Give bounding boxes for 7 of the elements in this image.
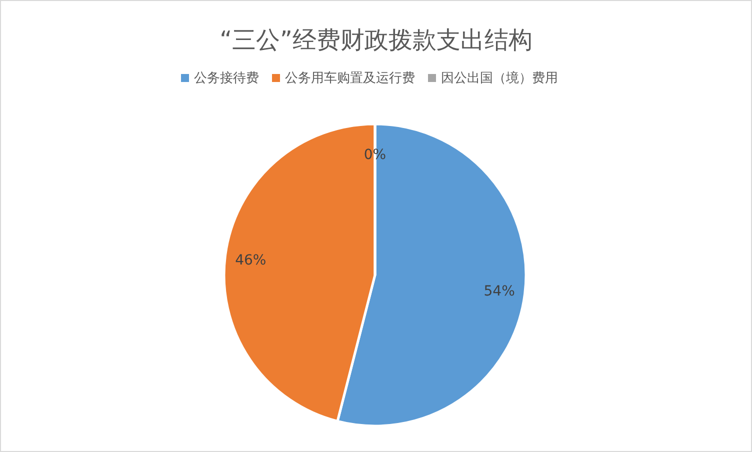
legend-label: 公务用车购置及运行费 — [285, 71, 415, 86]
data-label: 46% — [235, 252, 266, 268]
data-label: 54% — [484, 284, 515, 300]
legend-label: 公务接待费 — [194, 71, 259, 86]
chart-title: “三公”经费财政拨款支出结构 — [220, 26, 532, 54]
legend-label: 因公出国（境）费用 — [441, 70, 558, 86]
text: 0% — [364, 147, 386, 164]
